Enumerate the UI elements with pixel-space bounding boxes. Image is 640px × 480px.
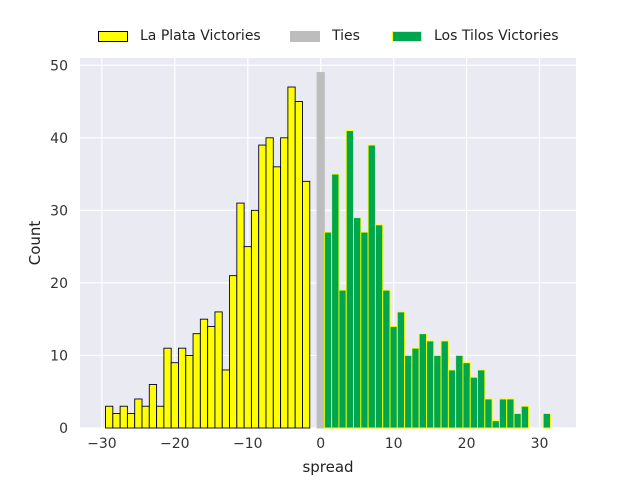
x-axis-label: spread xyxy=(302,458,353,476)
bar-la-plata-victories xyxy=(258,144,267,429)
bar-la-plata-victories xyxy=(243,246,252,429)
bar-los-tilos-victories xyxy=(331,173,340,429)
bar-los-tilos-victories xyxy=(323,231,333,429)
bar-los-tilos-victories xyxy=(389,325,398,429)
bar-los-tilos-victories xyxy=(542,413,551,429)
y-tick-label: 10 xyxy=(50,348,68,364)
legend-item-ties: Ties xyxy=(290,26,360,46)
bar-la-plata-victories xyxy=(134,398,143,429)
bar-la-plata-victories xyxy=(265,137,274,429)
bar-la-plata-victories xyxy=(105,405,114,429)
bar-la-plata-victories xyxy=(112,413,121,429)
bar-los-tilos-victories xyxy=(469,376,478,429)
bar-la-plata-victories xyxy=(170,362,179,429)
x-tick-label: −10 xyxy=(233,436,263,452)
bar-la-plata-victories xyxy=(126,413,136,429)
y-axis-label: Count xyxy=(26,221,44,266)
bars xyxy=(105,72,551,429)
y-tick-label: 0 xyxy=(59,421,68,437)
bar-la-plata-victories xyxy=(185,355,194,429)
x-tick-label: 30 xyxy=(531,436,549,452)
bar-los-tilos-victories xyxy=(374,224,384,429)
legend-label-ties: Ties xyxy=(332,28,360,44)
bar-los-tilos-victories xyxy=(418,333,427,429)
bar-la-plata-victories xyxy=(221,369,230,429)
x-tick-labels: −30 −20 −10 0 10 20 30 xyxy=(87,436,548,452)
bar-la-plata-victories xyxy=(214,311,223,429)
bar-los-tilos-victories xyxy=(484,398,493,429)
y-tick-label: 50 xyxy=(50,58,68,74)
bar-la-plata-victories xyxy=(163,347,172,429)
bar-los-tilos-victories xyxy=(462,362,471,429)
legend-swatch-los-tilos xyxy=(392,30,422,42)
bar-la-plata-victories xyxy=(199,318,209,429)
bar-los-tilos-victories xyxy=(447,369,457,429)
legend-label-los-tilos: Los Tilos Victories xyxy=(434,28,559,44)
bar-los-tilos-victories xyxy=(404,355,413,429)
bar-los-tilos-victories xyxy=(520,405,530,429)
bar-los-tilos-victories xyxy=(360,231,369,429)
bar-la-plata-victories xyxy=(280,137,289,429)
bar-la-plata-victories xyxy=(178,347,187,429)
bar-la-plata-victories xyxy=(229,275,238,429)
bar-los-tilos-victories xyxy=(498,398,508,429)
bar-la-plata-victories xyxy=(156,405,165,429)
bar-los-tilos-victories xyxy=(411,347,420,429)
bar-la-plata-victories xyxy=(141,405,150,429)
bar-los-tilos-victories xyxy=(396,311,406,429)
bar-los-tilos-victories xyxy=(426,340,435,429)
bar-la-plata-victories xyxy=(250,209,260,429)
bar-la-plata-victories xyxy=(287,86,296,429)
bar-la-plata-victories xyxy=(236,202,245,429)
bar-los-tilos-victories xyxy=(477,369,486,429)
bar-la-plata-victories xyxy=(207,325,216,429)
x-tick-label: −20 xyxy=(160,436,190,452)
x-tick-label: 0 xyxy=(316,436,325,452)
x-tick-label: 10 xyxy=(385,436,403,452)
legend-item-los-tilos: Los Tilos Victories xyxy=(392,26,559,46)
legend-swatch-ties xyxy=(290,30,320,42)
x-tick-label: −30 xyxy=(87,436,117,452)
bar-los-tilos-victories xyxy=(382,289,391,429)
bar-los-tilos-victories xyxy=(338,289,347,429)
x-tick-label: 20 xyxy=(458,436,476,452)
y-tick-label: 40 xyxy=(50,131,68,147)
bar-los-tilos-victories xyxy=(353,217,362,429)
bar-la-plata-victories xyxy=(302,180,311,429)
bar-los-tilos-victories xyxy=(367,144,376,429)
bar-los-tilos-victories xyxy=(513,413,522,429)
bar-la-plata-victories xyxy=(148,384,158,429)
legend-swatch-la-plata xyxy=(98,30,128,42)
y-tick-labels: 0 10 20 30 40 50 xyxy=(50,58,68,437)
bar-los-tilos-victories xyxy=(433,355,442,429)
legend: La Plata Victories Ties Los Tilos Victor… xyxy=(0,22,640,50)
bar-la-plata-victories xyxy=(192,333,201,429)
bar-los-tilos-victories xyxy=(491,420,500,429)
bar-ties xyxy=(316,72,325,429)
legend-item-la-plata: La Plata Victories xyxy=(98,26,261,46)
y-tick-label: 20 xyxy=(50,276,68,292)
bar-los-tilos-victories xyxy=(440,340,449,429)
bar-la-plata-victories xyxy=(119,405,128,429)
bar-los-tilos-victories xyxy=(455,355,464,429)
bar-la-plata-victories xyxy=(272,166,282,429)
bar-los-tilos-victories xyxy=(506,398,515,429)
bar-la-plata-victories xyxy=(294,101,303,429)
legend-label-la-plata: La Plata Victories xyxy=(140,28,261,44)
bar-los-tilos-victories xyxy=(345,130,354,429)
y-tick-label: 30 xyxy=(50,203,68,219)
